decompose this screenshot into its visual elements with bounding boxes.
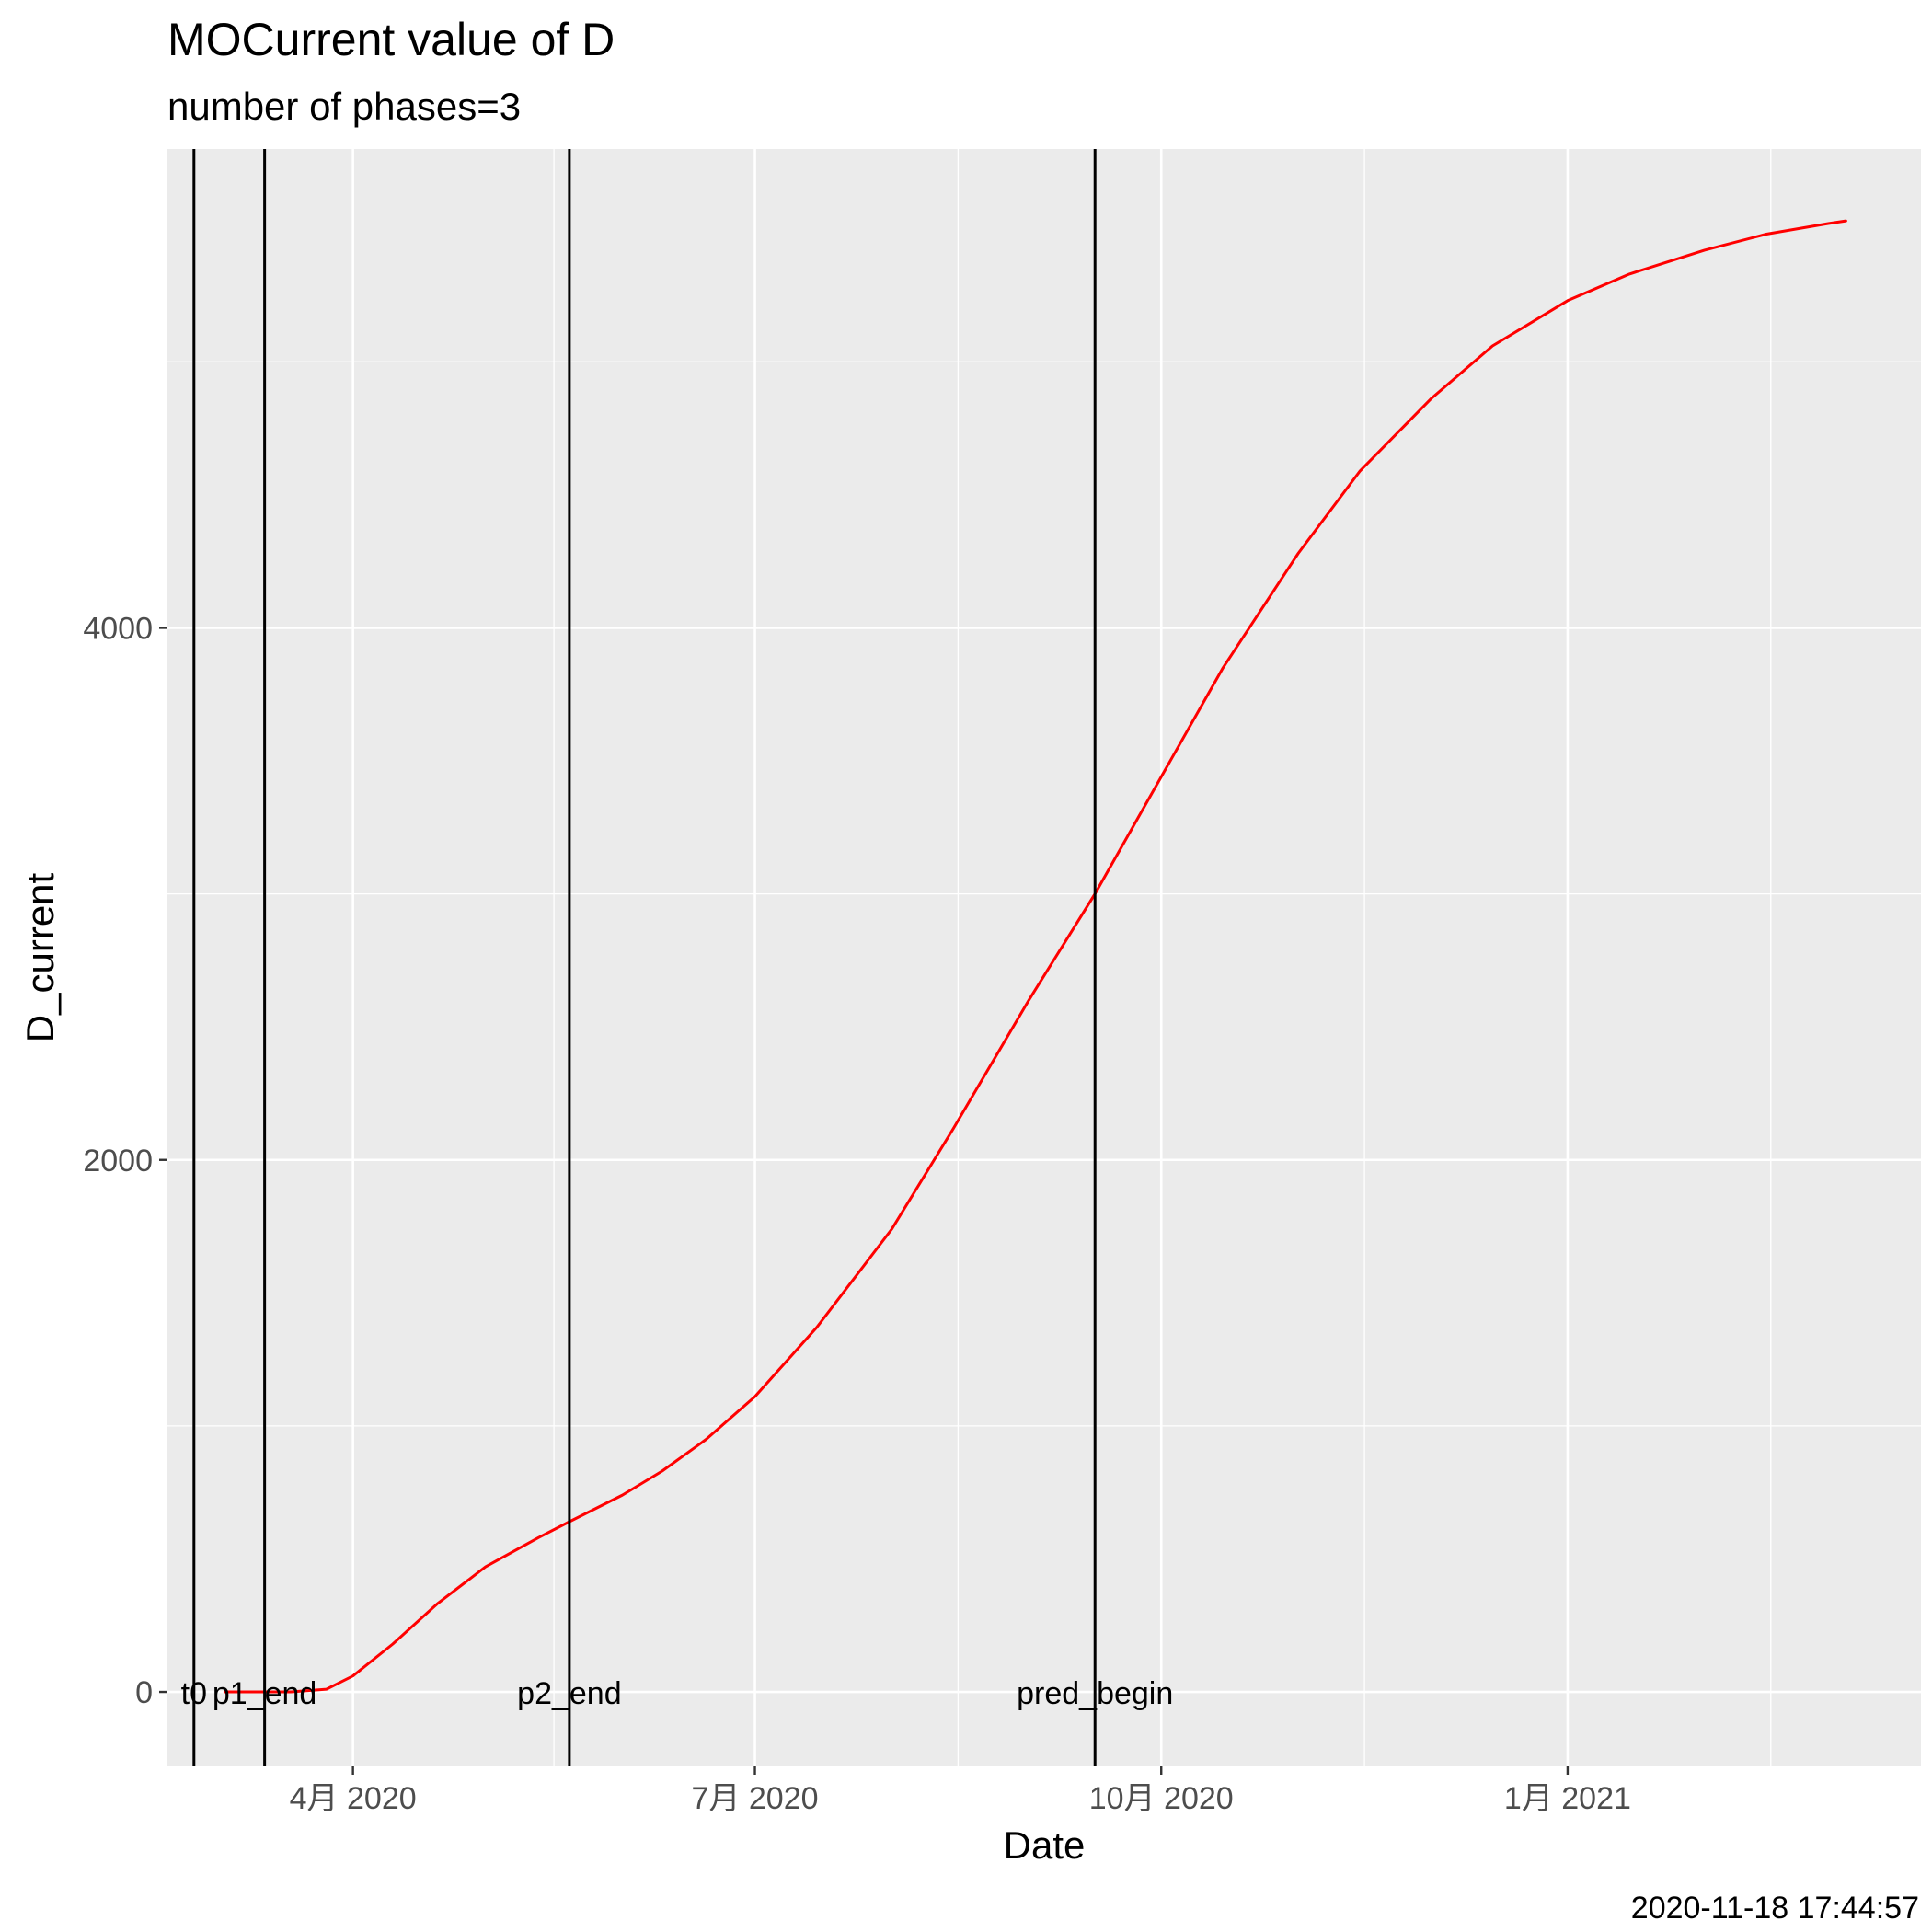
series-layer bbox=[223, 219, 1847, 1694]
chart-subtitle: number of phases=3 bbox=[167, 85, 522, 128]
grid-minor bbox=[167, 149, 1921, 1766]
x-tick-label: 10月 2020 bbox=[1089, 1781, 1234, 1816]
series-line bbox=[223, 219, 1847, 1694]
x-tick-label: 1月 2021 bbox=[1504, 1781, 1631, 1816]
plot-panel bbox=[167, 149, 1921, 1766]
phase-label: t0 bbox=[181, 1676, 207, 1711]
y-tick-label: 2000 bbox=[83, 1144, 153, 1179]
y-axis-label: D_current bbox=[18, 872, 62, 1042]
phase-label: p2_end bbox=[517, 1676, 621, 1711]
x-tick-label: 7月 2020 bbox=[692, 1781, 819, 1816]
phase-label: p1_end bbox=[213, 1676, 316, 1711]
phase-label: pred_begin bbox=[1017, 1676, 1173, 1711]
axis-layer: 4月 2020 7月 2020 10月 2020 1月 2021 0 2000 4000 bbox=[83, 611, 1631, 1816]
x-axis-label: Date bbox=[1004, 1823, 1086, 1867]
y-tick-label: 4000 bbox=[83, 611, 153, 646]
chart-title: MOCurrent value of D bbox=[167, 14, 615, 65]
y-tick-label: 0 bbox=[135, 1675, 153, 1710]
x-tick-label: 4月 2020 bbox=[290, 1781, 417, 1816]
grid-major bbox=[167, 149, 1921, 1766]
caption-timestamp: 2020-11-18 17:44:57 bbox=[1630, 1891, 1919, 1926]
vline-layer: t0 p1_end p2_end pred_begin bbox=[181, 149, 1173, 1766]
